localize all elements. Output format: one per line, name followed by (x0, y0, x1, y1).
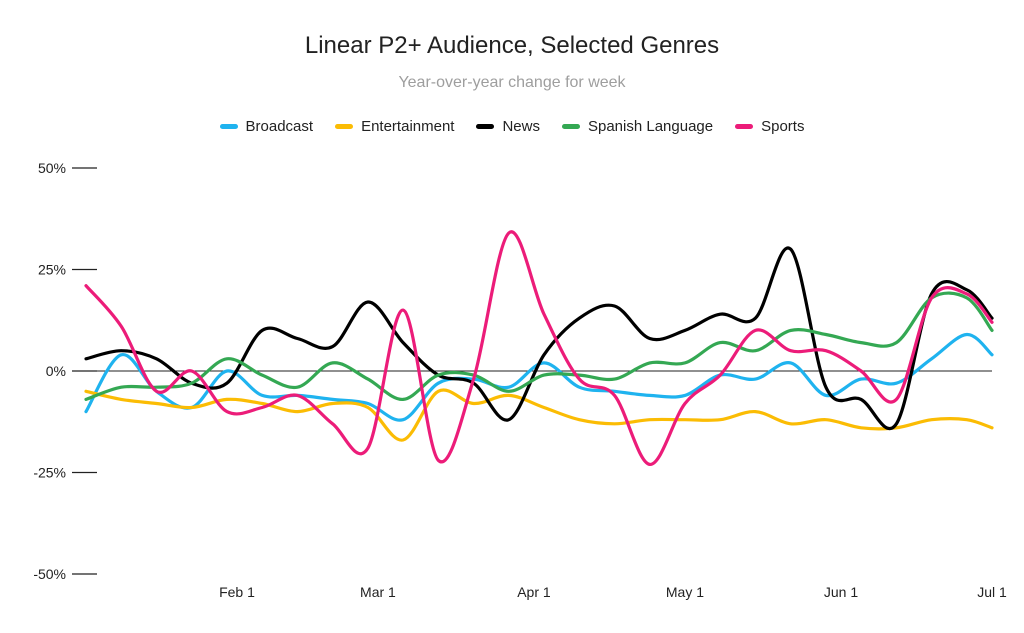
series-line-entertainment (84, 388, 994, 442)
x-tick-label: Jun 1 (824, 584, 858, 600)
y-tick-label: 0% (46, 363, 66, 379)
legend-swatch (335, 124, 354, 129)
legend-swatch (561, 124, 580, 129)
chart-legend: Broadcast Entertainment News Spanish Langua… (0, 118, 1024, 135)
y-tick-label: -50% (33, 566, 66, 582)
series-line-sports (84, 230, 994, 466)
chart-title: Linear P2+ Audience, Selected Genres (304, 32, 720, 59)
x-tick-label: Apr 1 (517, 584, 551, 600)
legend-label: Broadcast (245, 118, 314, 135)
legend-label: Sports (761, 118, 805, 135)
y-tick-label: 50% (38, 160, 66, 176)
series-line-news (84, 246, 994, 431)
x-tick-label: Feb 1 (219, 584, 255, 600)
legend-label: Spanish Language (587, 118, 714, 135)
series-layer (84, 230, 994, 466)
legend-item-spanish-language: Spanish Language (561, 118, 714, 135)
y-tick-label: -25% (33, 465, 66, 481)
legend-item-entertainment: Entertainment (335, 118, 454, 135)
legend-label: Entertainment (361, 118, 455, 135)
series-line-broadcast (84, 332, 994, 422)
legend-swatch (476, 124, 495, 129)
legend-swatch (219, 124, 238, 129)
y-tick-label: 25% (38, 262, 66, 278)
legend-item-news: News (476, 118, 540, 135)
legend-swatch (735, 124, 754, 129)
legend-label: News (502, 118, 540, 135)
series-line-spanish-language (84, 291, 994, 401)
legend-item-broadcast: Broadcast (219, 118, 314, 135)
chart-subtitle: Year-over-year change for week (398, 74, 626, 91)
axis-layer: 50% 25% 0% -25% -50% Feb 1 Mar 1 Apr 1 May 1 Jun … (33, 160, 1007, 600)
x-tick-label: May 1 (666, 584, 704, 600)
x-tick-label: Jul 1 (977, 584, 1007, 600)
legend-item-sports: Sports (735, 118, 804, 135)
x-tick-label: Mar 1 (360, 584, 396, 600)
